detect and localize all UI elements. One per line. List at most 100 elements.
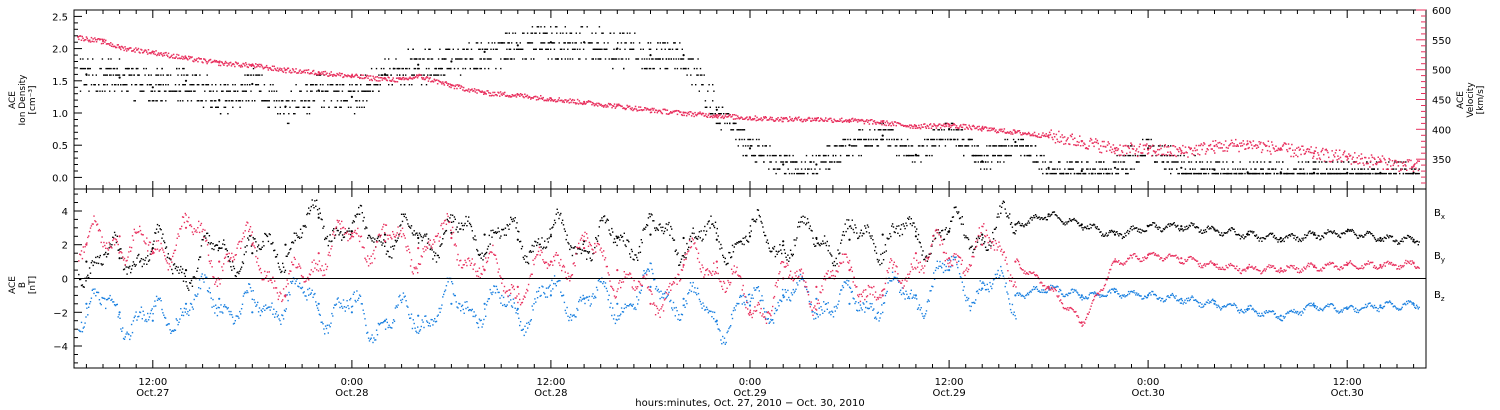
bx-dot — [967, 238, 970, 241]
velocity-dot — [1262, 142, 1265, 144]
velocity-dot — [1025, 133, 1027, 135]
density-dot — [674, 67, 676, 70]
density-dot — [184, 84, 186, 86]
bx-dot — [147, 255, 149, 257]
velocity-dot — [94, 39, 97, 41]
density-dot — [1368, 172, 1370, 175]
density-dot — [590, 42, 592, 44]
bx-dot — [476, 248, 478, 251]
density-dot — [217, 106, 219, 108]
velocity-dot — [1246, 140, 1249, 142]
velocity-dot — [843, 120, 845, 123]
velocity-dot — [1291, 143, 1293, 146]
density-dot — [888, 129, 890, 131]
density-dot — [522, 58, 524, 60]
bx-dot — [882, 259, 885, 261]
density-dot — [190, 84, 193, 86]
velocity-dot — [777, 117, 779, 119]
velocity-dot — [1235, 145, 1238, 147]
density-dot — [227, 113, 229, 115]
velocity-dot — [221, 61, 223, 64]
velocity-dot — [507, 95, 509, 97]
velocity-dot — [825, 117, 827, 119]
bx-dot — [822, 240, 824, 242]
velocity-dot — [558, 97, 560, 99]
bx-dot — [336, 229, 338, 232]
velocity-dot — [778, 120, 780, 122]
velocity-dot — [727, 115, 730, 118]
bx-dot — [558, 217, 560, 220]
velocity-dot — [897, 122, 899, 124]
density-dot — [1280, 168, 1283, 170]
velocity-dot — [1201, 148, 1203, 151]
density-dot — [1089, 168, 1091, 170]
bx-dot — [578, 248, 581, 250]
density-dot — [1402, 161, 1405, 163]
density-dot — [223, 106, 225, 108]
density-dot — [915, 154, 917, 157]
bx-dot — [828, 245, 830, 247]
density-dot — [663, 42, 665, 44]
bx-dot — [883, 251, 886, 253]
density-dot — [375, 67, 378, 70]
velocity-dot — [225, 62, 228, 64]
density-dot — [707, 90, 709, 92]
bx-dot — [931, 245, 933, 247]
bx-dot — [893, 231, 895, 233]
density-dot — [307, 100, 309, 102]
density-dot — [1005, 154, 1007, 157]
velocity-dot — [591, 103, 593, 106]
density-dot — [853, 138, 855, 141]
density-dot — [687, 67, 690, 70]
velocity-dot — [190, 56, 192, 59]
bx-dot — [180, 265, 182, 268]
velocity-dot — [281, 70, 284, 72]
density-dot — [319, 74, 322, 76]
density-dot — [1217, 161, 1219, 163]
velocity-dot — [162, 55, 164, 57]
density-dot — [1244, 172, 1246, 175]
velocity-dot — [595, 104, 597, 106]
density-dot — [160, 100, 162, 102]
density-dot — [413, 67, 415, 70]
velocity-dot — [365, 75, 368, 78]
density-dot — [342, 100, 345, 102]
velocity-dot — [405, 78, 407, 80]
velocity-dot — [228, 64, 230, 66]
velocity-dot — [902, 124, 904, 127]
density-dot — [1343, 168, 1345, 170]
density-dot — [716, 122, 719, 125]
bx-dot — [442, 238, 444, 240]
density-dot — [816, 172, 819, 175]
bx-dot — [491, 236, 493, 238]
density-dot — [305, 84, 307, 86]
bx-dot — [760, 220, 762, 223]
density-dot — [1334, 172, 1336, 175]
density-dot — [529, 42, 531, 44]
density-dot — [1162, 161, 1165, 163]
density-dot — [551, 42, 553, 44]
velocity-dot — [743, 118, 746, 120]
density-dot — [506, 58, 508, 60]
velocity-dot — [1131, 143, 1133, 146]
velocity-dot — [235, 62, 238, 64]
density-dot — [1058, 161, 1060, 163]
velocity-dot — [577, 103, 580, 105]
bx-dot — [767, 242, 769, 245]
density-dot — [1192, 168, 1194, 170]
velocity-dot — [960, 126, 963, 128]
bx-dot — [811, 230, 813, 232]
density-dot — [1096, 172, 1099, 175]
density-dot — [1098, 172, 1100, 175]
velocity-dot — [244, 65, 246, 67]
velocity-dot — [639, 106, 642, 108]
bx-dot — [285, 255, 287, 257]
density-dot — [714, 113, 716, 115]
density-dot — [1395, 168, 1397, 170]
velocity-dot — [1255, 144, 1257, 146]
density-dot — [934, 145, 937, 147]
bx-dot — [90, 262, 93, 264]
density-dot — [649, 48, 652, 50]
density-dot — [665, 58, 668, 60]
density-dot — [1126, 172, 1128, 175]
